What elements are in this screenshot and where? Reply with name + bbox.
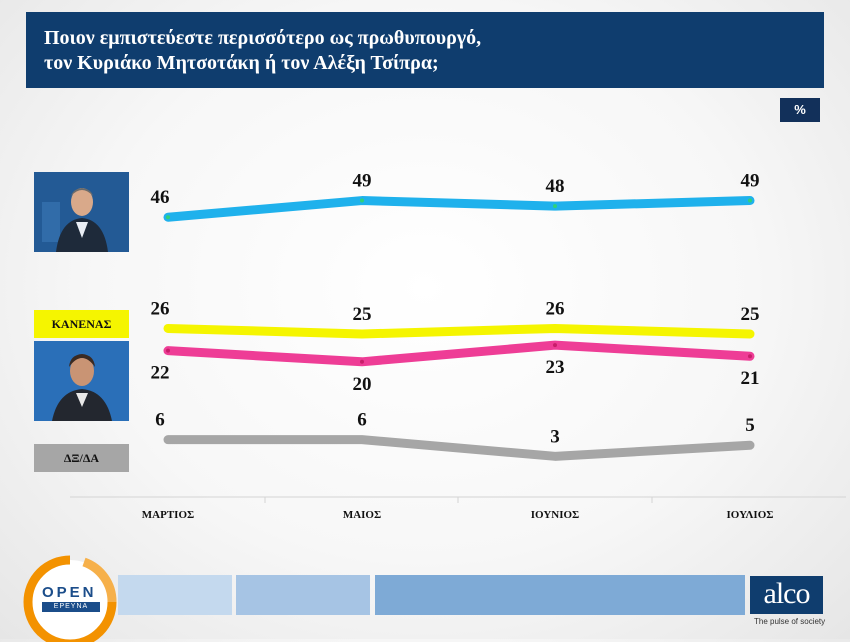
data-point	[166, 348, 170, 353]
alco-tagline: The pulse of society	[754, 617, 826, 626]
data-point	[748, 332, 752, 336]
data-point	[360, 332, 364, 336]
percent-badge: %	[780, 98, 820, 122]
data-point	[553, 326, 557, 331]
data-point	[360, 198, 364, 203]
footer-strip-1	[118, 575, 232, 615]
data-point	[360, 437, 364, 442]
tsipras-photo	[34, 341, 129, 421]
data-point	[748, 443, 752, 448]
data-point	[748, 198, 752, 203]
series-line	[163, 435, 755, 461]
dkna-label: ΔΞ/ΔΑ	[34, 444, 129, 472]
footer-strip-3	[375, 575, 745, 615]
data-point	[553, 343, 557, 348]
data-label: 3	[550, 426, 560, 447]
erevna-brand-text: ΕΡΕΥΝΑ	[42, 602, 100, 612]
title-bar: Ποιον εμπιστεύεστε περισσότερο ως πρωθυπ…	[26, 12, 824, 88]
data-label: 25	[741, 304, 760, 325]
alco-logo: alco	[750, 576, 823, 614]
series-line	[163, 340, 755, 367]
data-point	[553, 454, 557, 459]
x-tick-label: ΜΑΡΤΙΟΣ	[142, 509, 194, 521]
data-label: 25	[353, 304, 372, 325]
title-line-2: τον Κυριάκο Μητσοτάκη ή τον Αλέξη Τσίπρα…	[44, 52, 439, 74]
data-label: 6	[155, 410, 165, 431]
data-point	[166, 326, 170, 331]
data-point	[553, 204, 557, 209]
data-label: 48	[546, 176, 565, 197]
data-label: 5	[745, 415, 755, 436]
data-point	[748, 354, 752, 359]
data-label: 26	[151, 298, 170, 319]
open-logo-icon	[23, 555, 117, 642]
x-tick-label: ΙΟΥΝΙΟΣ	[531, 509, 579, 521]
series-line	[163, 323, 755, 339]
data-label: 20	[353, 374, 372, 395]
data-label: 23	[546, 357, 565, 378]
data-label: 6	[357, 410, 367, 431]
data-label: 26	[546, 298, 565, 319]
data-point	[360, 359, 364, 364]
series-line	[163, 196, 755, 222]
data-label: 21	[741, 368, 760, 389]
title-line-1: Ποιον εμπιστεύεστε περισσότερο ως πρωθυπ…	[44, 27, 482, 49]
data-point	[166, 215, 170, 220]
none-label: ΚΑΝΕΝΑΣ	[34, 310, 129, 338]
data-label: 22	[151, 363, 170, 384]
mitsotakis-photo	[34, 172, 129, 252]
data-label: 49	[353, 171, 372, 192]
x-tick-label: ΜΑΙΟΣ	[343, 509, 381, 521]
data-label: 49	[741, 171, 760, 192]
open-brand-text: OPEN	[42, 584, 97, 601]
x-tick-label: ΙΟΥΛΙΟΣ	[727, 509, 774, 521]
data-label: 46	[151, 187, 170, 208]
footer-strip-2	[236, 575, 370, 615]
data-point	[166, 437, 170, 442]
